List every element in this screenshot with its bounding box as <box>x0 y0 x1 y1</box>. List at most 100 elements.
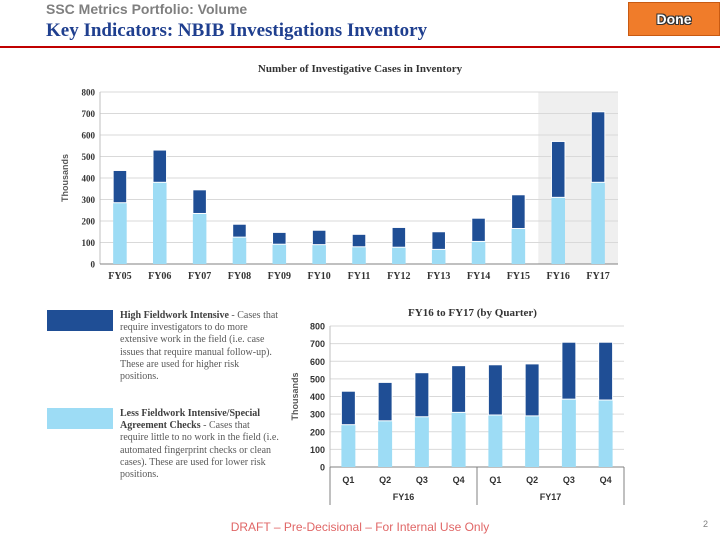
quarterly-bar-less <box>598 400 613 467</box>
annual-x-tick-label: FY16 <box>547 271 570 282</box>
annual-bar-high <box>391 226 407 248</box>
legend-desc-high: - Cases that require investigators to do… <box>120 310 279 383</box>
quarterly-x-tick-label: Q2 <box>526 475 538 485</box>
annual-y-tick-label: 800 <box>82 88 96 98</box>
quarterly-y-tick-label: 0 <box>320 463 325 473</box>
quarterly-x-tick-label: Q1 <box>489 475 501 485</box>
annual-bar-less <box>312 244 326 264</box>
quarterly-bar-high <box>340 390 356 426</box>
quarterly-y-tick-label: 500 <box>310 374 325 384</box>
annual-y-tick-label: 0 <box>91 260 96 270</box>
quarterly-bar-less <box>414 416 429 467</box>
annual-bar-less <box>352 246 366 264</box>
quarterly-bar-high <box>487 364 503 416</box>
quarterly-bar-less <box>451 412 466 467</box>
quarterly-y-tick-label: 300 <box>310 410 325 420</box>
title-divider <box>0 46 720 48</box>
annual-bar-less <box>591 182 605 264</box>
annual-x-tick-label: FY09 <box>268 271 291 282</box>
quarterly-x-tick-label: Q2 <box>379 475 391 485</box>
annual-x-tick-label: FY14 <box>467 271 490 282</box>
annual-y-axis-title: Thousands <box>60 154 70 202</box>
quarterly-x-tick-label: Q3 <box>416 475 428 485</box>
quarterly-bar-high <box>598 341 614 401</box>
quarterly-y-tick-label: 800 <box>310 322 325 332</box>
quarterly-bar-high <box>377 381 393 422</box>
quarterly-bar-high <box>524 363 540 417</box>
section-kicker: SSC Metrics Portfolio: Volume <box>46 1 248 17</box>
annual-bar-less <box>551 197 566 264</box>
quarterly-y-axis-title: Thousands <box>290 372 300 420</box>
quarterly-bar-high <box>414 372 430 418</box>
annual-bar-high <box>272 231 287 245</box>
quarterly-bar-high <box>451 365 467 413</box>
annual-x-tick-label: FY15 <box>507 271 530 282</box>
legend-label-high: High Fieldwork Intensive <box>120 310 229 321</box>
quarterly-y-tick-label: 700 <box>310 339 325 349</box>
annual-bar-high <box>471 217 486 242</box>
quarterly-chart-title: FY16 to FY17 (by Quarter) <box>408 307 537 319</box>
done-button[interactable]: Done <box>628 2 720 36</box>
annual-y-tick-label: 400 <box>82 174 96 184</box>
quarterly-x-tick-label: Q3 <box>563 475 575 485</box>
annual-bar-high <box>550 140 566 198</box>
quarterly-bar-less <box>525 415 540 467</box>
annual-x-tick-label: FY11 <box>348 271 371 282</box>
annual-y-tick-label: 600 <box>82 131 96 141</box>
annual-bar-high <box>192 189 207 214</box>
quarterly-bar-high <box>561 341 577 400</box>
quarterly-y-tick-label: 200 <box>310 427 325 437</box>
annual-bar-less <box>192 213 207 264</box>
legend-text-less: Less Fieldwork Intensive/Special Agreeme… <box>120 408 280 481</box>
annual-bar-less <box>152 182 167 264</box>
annual-x-tick-label: FY17 <box>586 271 609 282</box>
annual-bar-less <box>272 244 287 264</box>
quarterly-y-tick-label: 400 <box>310 392 325 402</box>
annual-bar-less <box>471 241 486 264</box>
annual-y-tick-label: 500 <box>82 152 96 162</box>
annual-x-tick-label: FY07 <box>188 271 211 282</box>
annual-bar-high <box>232 223 247 238</box>
annual-bar-high <box>431 231 446 250</box>
annual-y-tick-label: 200 <box>82 217 96 227</box>
annual-bar-high <box>311 229 327 246</box>
annual-y-tick-label: 100 <box>82 238 96 248</box>
legend-text-high: High Fieldwork Intensive - Cases that re… <box>120 310 280 383</box>
legend-desc-less: - Cases that require little to no work i… <box>120 420 279 481</box>
legend-swatch-high <box>47 310 113 331</box>
annual-y-tick-label: 700 <box>82 109 96 119</box>
annual-x-tick-label: FY08 <box>228 271 251 282</box>
annual-y-tick-label: 300 <box>82 195 96 205</box>
quarterly-y-tick-label: 100 <box>310 445 325 455</box>
annual-bar-high <box>112 169 128 204</box>
annual-chart-title: Number of Investigative Cases in Invento… <box>257 63 463 75</box>
quarterly-x-tick-label: Q4 <box>453 475 465 485</box>
annual-bar-less <box>232 237 247 264</box>
annual-x-tick-label: FY05 <box>108 271 131 282</box>
quarterly-y-tick-label: 600 <box>310 357 325 367</box>
annual-bar-high <box>511 194 526 230</box>
annual-bar-less <box>431 249 446 264</box>
quarterly-bar-less <box>341 424 356 467</box>
annual-x-tick-label: FY12 <box>387 271 410 282</box>
annual-bar-less <box>511 228 526 264</box>
annual-x-tick-label: FY13 <box>427 271 450 282</box>
annual-bar-high <box>590 111 606 183</box>
annual-bar-less <box>113 202 127 264</box>
annual-x-tick-label: FY10 <box>307 271 330 282</box>
quarterly-group-label: FY16 <box>393 492 415 502</box>
quarterly-x-tick-label: Q1 <box>342 475 354 485</box>
annual-bar-less <box>392 247 406 264</box>
page-number: 2 <box>703 519 709 529</box>
annual-bar-high <box>351 233 367 248</box>
page-title: Key Indicators: NBIB Investigations Inve… <box>46 20 428 41</box>
quarterly-bar-less <box>561 399 576 467</box>
quarterly-x-tick-label: Q4 <box>600 475 612 485</box>
quarterly-bar-less <box>378 420 393 467</box>
draft-footer: DRAFT – Pre-Decisional – For Internal Us… <box>230 520 490 534</box>
annual-bar-high <box>152 149 168 183</box>
annual-x-tick-label: FY06 <box>148 271 171 282</box>
quarterly-group-label: FY17 <box>540 492 562 502</box>
legend-label-less: Less Fieldwork Intensive/Special Agreeme… <box>120 408 261 432</box>
